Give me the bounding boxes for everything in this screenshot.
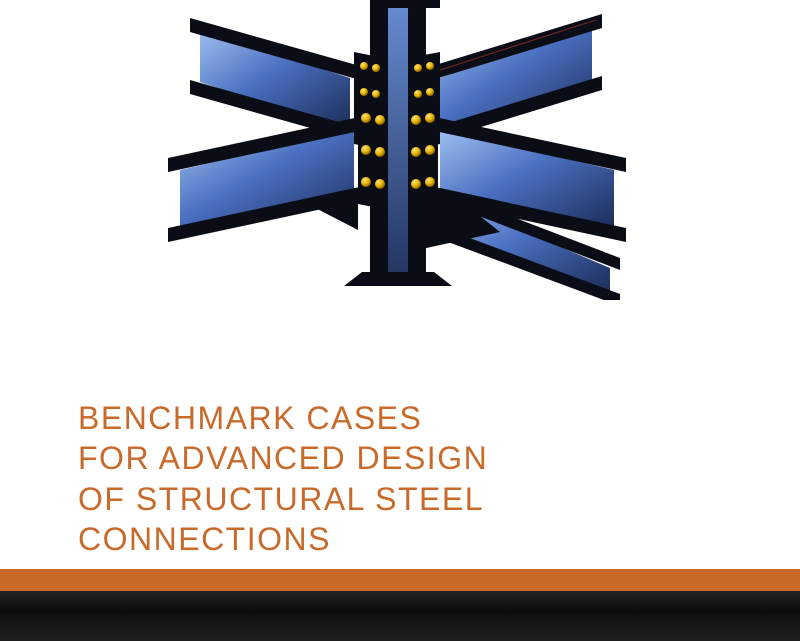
cover-page: BENCHMARK CASES FOR ADVANCED DESIGN OF S… — [0, 0, 800, 641]
title-line-3: OF STRUCTURAL STEEL — [78, 479, 740, 519]
steel-connection-illustration — [140, 0, 660, 300]
title-line-4: CONNECTIONS — [78, 519, 740, 559]
title-line-2: FOR ADVANCED DESIGN — [78, 438, 740, 478]
cover-title: BENCHMARK CASES FOR ADVANCED DESIGN OF S… — [78, 398, 740, 559]
title-line-1: BENCHMARK CASES — [78, 398, 740, 438]
accent-bar-dark — [0, 591, 800, 641]
accent-bar-orange — [0, 569, 800, 591]
